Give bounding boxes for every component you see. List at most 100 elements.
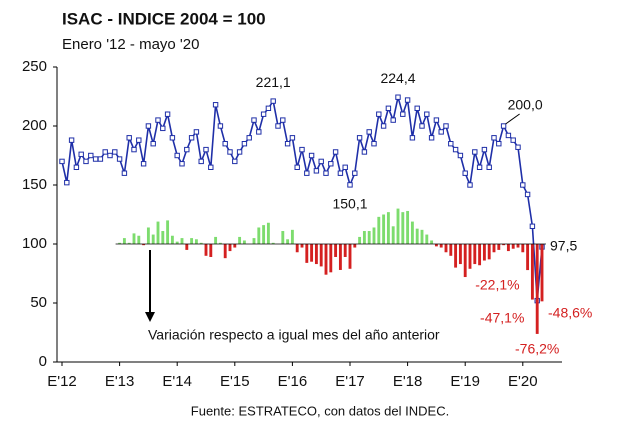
bar xyxy=(358,236,362,244)
marker xyxy=(284,141,291,147)
y-tick-label: 200 xyxy=(22,117,47,134)
bar xyxy=(242,240,246,244)
bar xyxy=(535,244,539,334)
bar xyxy=(396,208,400,244)
marker xyxy=(193,129,200,135)
bar xyxy=(209,244,213,257)
bar xyxy=(180,238,184,244)
bar xyxy=(266,222,270,244)
data-label: -76,2% xyxy=(515,341,559,357)
bar xyxy=(511,244,515,249)
bar xyxy=(194,239,198,244)
bar xyxy=(319,244,323,267)
bar xyxy=(118,242,122,244)
marker xyxy=(443,123,449,129)
bar xyxy=(137,235,141,244)
bar xyxy=(271,242,275,244)
bar xyxy=(406,210,410,244)
marker xyxy=(251,117,257,123)
marker xyxy=(342,164,348,171)
marker xyxy=(160,125,166,132)
marker xyxy=(212,102,219,108)
bar xyxy=(425,234,429,244)
bar xyxy=(478,244,482,266)
marker xyxy=(476,164,483,171)
marker xyxy=(414,105,420,111)
bar xyxy=(362,231,366,244)
marker xyxy=(448,141,454,147)
data-label: 97,5 xyxy=(550,238,577,254)
bar xyxy=(286,239,290,244)
leader xyxy=(505,113,520,125)
marker xyxy=(59,158,65,165)
x-tick-label: E'16 xyxy=(278,373,308,390)
bar xyxy=(377,216,381,244)
bar xyxy=(463,244,467,278)
bar xyxy=(526,244,530,271)
bar xyxy=(305,244,309,263)
y-tick-label: 0 xyxy=(39,353,47,370)
marker xyxy=(433,117,440,123)
marker xyxy=(409,135,416,141)
marker xyxy=(457,152,464,159)
bar xyxy=(257,227,261,244)
x-tick-label: E'15 xyxy=(220,373,250,390)
marker xyxy=(428,135,435,141)
bar xyxy=(382,214,386,244)
marker xyxy=(131,146,137,153)
arrow-head xyxy=(145,312,155,322)
marker xyxy=(78,151,84,158)
data-label: -22,1% xyxy=(475,277,519,293)
bar xyxy=(334,244,338,257)
marker xyxy=(150,141,156,147)
bar xyxy=(353,244,357,248)
marker xyxy=(390,117,396,123)
marker xyxy=(188,135,195,141)
bar xyxy=(386,212,390,244)
bar xyxy=(530,244,534,300)
marker xyxy=(400,111,406,117)
bar xyxy=(175,241,179,244)
bar xyxy=(391,226,395,244)
bar xyxy=(324,244,328,275)
marker xyxy=(395,94,401,100)
marker xyxy=(515,144,521,150)
marker xyxy=(275,123,281,129)
marker xyxy=(452,146,459,153)
bar xyxy=(502,244,506,246)
bar xyxy=(415,228,419,244)
marker xyxy=(520,182,526,188)
x-tick-label: E'19 xyxy=(450,373,480,390)
marker xyxy=(260,111,267,117)
marker xyxy=(323,170,329,176)
marker xyxy=(380,123,387,129)
y-tick-label: 250 xyxy=(22,58,47,75)
marker xyxy=(136,137,142,143)
bar xyxy=(473,244,477,265)
marker xyxy=(126,135,132,141)
marker xyxy=(97,156,104,162)
bar xyxy=(516,244,520,248)
marker xyxy=(145,123,152,129)
marker xyxy=(486,164,492,171)
bar xyxy=(151,234,155,244)
bar xyxy=(482,244,486,261)
marker xyxy=(116,156,123,162)
marker xyxy=(424,111,430,117)
marker xyxy=(361,149,368,155)
bar xyxy=(540,244,544,302)
marker xyxy=(500,123,507,129)
data-label: 150,1 xyxy=(332,196,367,212)
marker xyxy=(203,146,209,153)
data-label: 221,1 xyxy=(256,74,291,90)
marker xyxy=(289,135,296,141)
data-label: 200,0 xyxy=(508,97,543,113)
chart-title: ISAC - INDICE 2004 = 100 xyxy=(62,9,266,28)
marker xyxy=(92,156,99,162)
bar xyxy=(367,231,371,244)
bar xyxy=(146,227,150,244)
bar xyxy=(127,242,131,244)
source: Fuente: ESTRATECO, con datos del INDEC. xyxy=(191,403,449,418)
marker xyxy=(140,161,147,167)
